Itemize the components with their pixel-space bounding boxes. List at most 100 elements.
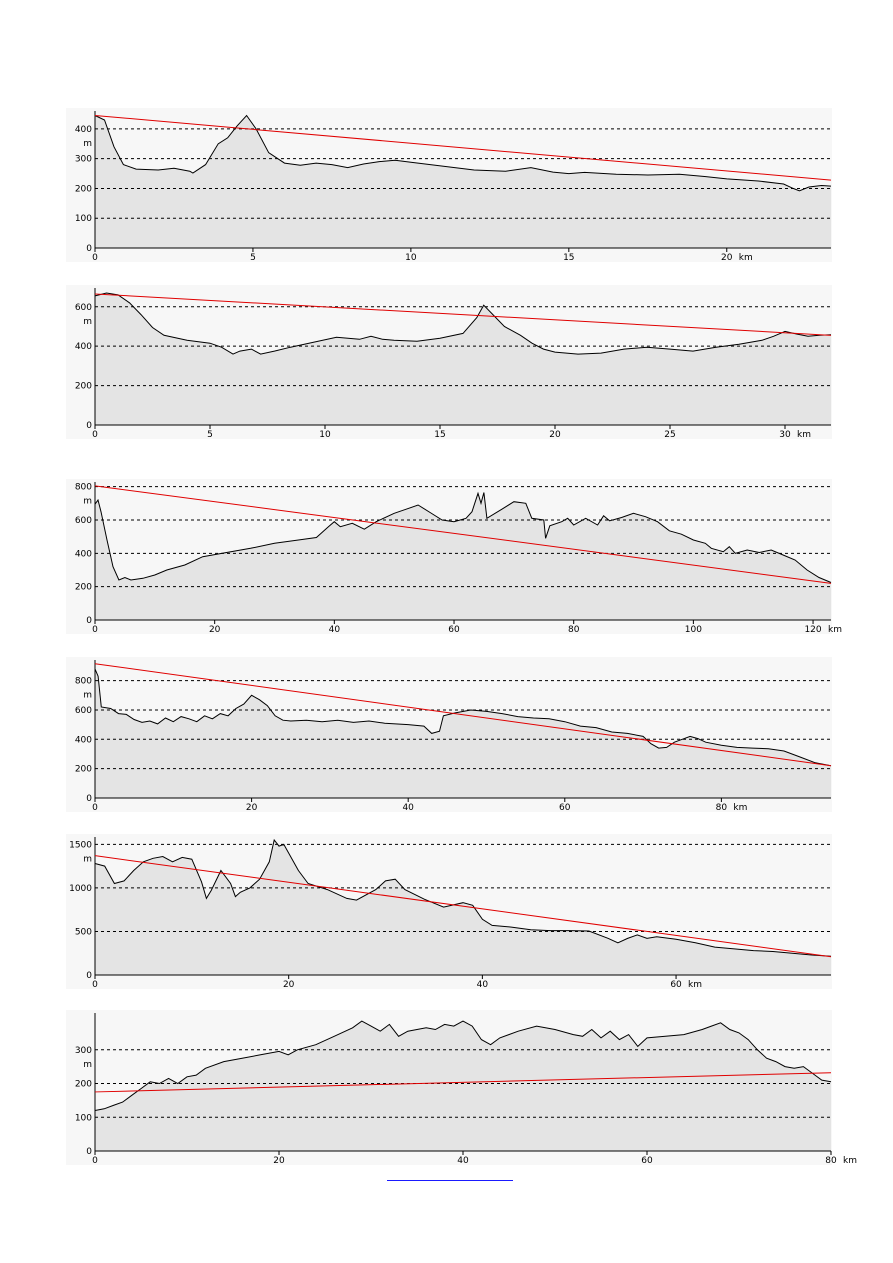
line-of-sight-trend	[94, 114, 832, 181]
elevation-profile-chart-5: 0 500 1000 1500 m 0 20 40 60 km	[66, 834, 832, 990]
y-tick-label: 0	[86, 421, 92, 431]
elevation-profile-chart-4: 0 200 400 600 800 m 0 20 40 60 80 km	[66, 657, 832, 813]
y-tick-label: 0	[86, 971, 92, 981]
elevation-profile-line	[94, 292, 832, 355]
y-tick-label: 200	[75, 765, 92, 775]
elevation-profile-chart-3: 0 200 400 600 800 m 0 20 40 60 80 100 120 km	[66, 479, 842, 635]
y-tick-label: 0	[86, 794, 92, 804]
x-tick-label: 15	[434, 430, 445, 440]
line-of-sight-trend	[94, 293, 832, 336]
x-tick-label: 80	[825, 1156, 837, 1166]
x-tick-label: 20	[721, 253, 733, 263]
x-tick-label: 5	[207, 430, 213, 440]
terrain-fill	[95, 492, 831, 620]
elevation-profile-chart-6: 0 100 200 300 m 0 20 40 60 80 km	[66, 1010, 857, 1166]
terrain-fill	[95, 293, 831, 425]
y-tick-label: 600	[75, 516, 92, 526]
y-tick-label: 200	[75, 184, 92, 194]
x-axis-unit-label: km	[797, 430, 811, 440]
y-tick-label: 200	[75, 583, 92, 593]
terrain-fill	[95, 115, 831, 248]
x-tick-label: 60	[641, 1156, 653, 1166]
x-tick-label: 40	[402, 803, 414, 813]
x-tick-label: 20	[283, 980, 295, 990]
y-tick-label: 800	[75, 483, 92, 493]
y-tick-label: 400	[75, 549, 92, 559]
x-tick-label: 5	[250, 253, 256, 263]
y-tick-label: 600	[75, 706, 92, 716]
y-tick-label: 400	[75, 342, 92, 352]
elevation-profile-svg-4: 0 200 400 600 800 m 0 20 40 60 80 km	[75, 660, 832, 813]
y-tick-label: 1000	[69, 884, 92, 894]
elevation-profile-svg-2: 0 200 400 600 m 0 5 10 15 20 25 30 km	[75, 288, 832, 440]
y-tick-label: 100	[75, 1113, 92, 1123]
x-tick-label: 0	[92, 430, 98, 440]
elevation-profile-svg-6: 0 100 200 300 m 0 20 40 60 80 km	[75, 1013, 857, 1166]
x-tick-label: 120	[804, 625, 821, 635]
x-tick-label: 10	[319, 430, 331, 440]
y-tick-label: 800	[75, 677, 92, 687]
y-tick-label: 200	[75, 382, 92, 392]
y-axis-unit-label: m	[83, 139, 92, 149]
y-tick-label: 500	[75, 927, 92, 937]
x-tick-label: 15	[563, 253, 574, 263]
x-tick-label: 80	[568, 625, 580, 635]
x-tick-label: 20	[549, 430, 561, 440]
x-axis-unit-label: km	[828, 625, 842, 635]
elevation-profile-svg-1: 0 100 200 300 400 m 0 5 10 15 20 km	[75, 111, 832, 263]
y-tick-label: 0	[86, 616, 92, 626]
y-axis-unit-label: m	[83, 497, 92, 507]
y-tick-label: 300	[75, 155, 92, 165]
x-tick-label: 0	[92, 803, 98, 813]
x-tick-label: 40	[329, 625, 341, 635]
x-tick-label: 30	[779, 430, 791, 440]
y-tick-label: 1500	[69, 840, 92, 850]
line-of-sight-trend	[94, 855, 832, 958]
x-tick-label: 60	[448, 625, 460, 635]
y-tick-label: 600	[75, 303, 92, 313]
y-axis-unit-label: m	[83, 1060, 92, 1070]
y-tick-label: 100	[75, 214, 92, 224]
x-tick-label: 0	[92, 980, 98, 990]
elevation-profile-chart-2: 0 200 400 600 m 0 5 10 15 20 25 30 km	[66, 285, 832, 440]
x-tick-label: 10	[405, 253, 417, 263]
x-tick-label: 40	[457, 1156, 469, 1166]
elevation-profile-line	[94, 114, 832, 192]
terrain-fill	[95, 840, 831, 975]
terrain-fill	[95, 1021, 831, 1151]
footer-link[interactable]	[387, 1172, 513, 1181]
x-tick-label: 60	[559, 803, 571, 813]
elevation-profile-line	[94, 491, 832, 583]
elevation-profile-svg-3: 0 200 400 600 800 m 0 20 40 60 80 100 120 km	[75, 482, 842, 635]
x-axis-unit-label: km	[733, 803, 747, 813]
x-tick-label: 20	[246, 803, 258, 813]
x-tick-label: 25	[664, 430, 675, 440]
x-tick-label: 0	[92, 625, 98, 635]
y-axis-unit-label: m	[83, 854, 92, 864]
y-tick-label: 200	[75, 1080, 92, 1090]
x-tick-label: 0	[92, 253, 98, 263]
x-tick-label: 80	[716, 803, 728, 813]
y-tick-label: 400	[75, 735, 92, 745]
y-tick-label: 0	[86, 1147, 92, 1157]
line-of-sight-trend	[94, 1072, 832, 1093]
elevation-profile-chart-1: 0 100 200 300 400 m 0 5 10 15 20 km	[66, 108, 832, 263]
y-tick-label: 400	[75, 125, 92, 135]
line-of-sight-trend	[94, 663, 832, 767]
elevation-profile-line	[94, 838, 832, 957]
x-tick-label: 100	[685, 625, 702, 635]
elevation-profile-line	[94, 668, 832, 767]
x-tick-label: 0	[92, 1156, 98, 1166]
x-tick-label: 60	[670, 980, 682, 990]
y-axis-unit-label: m	[83, 691, 92, 701]
x-axis-unit-label: km	[843, 1156, 857, 1166]
y-tick-label: 300	[75, 1046, 92, 1056]
elevation-profile-line	[94, 1020, 832, 1111]
y-axis-unit-label: m	[83, 317, 92, 327]
x-axis-unit-label: km	[739, 253, 753, 263]
x-axis-unit-label: km	[688, 980, 702, 990]
terrain-fill	[95, 668, 831, 798]
x-tick-label: 40	[477, 980, 489, 990]
elevation-profile-svg-5: 0 500 1000 1500 m 0 20 40 60 km	[69, 837, 832, 990]
x-tick-label: 20	[209, 625, 221, 635]
